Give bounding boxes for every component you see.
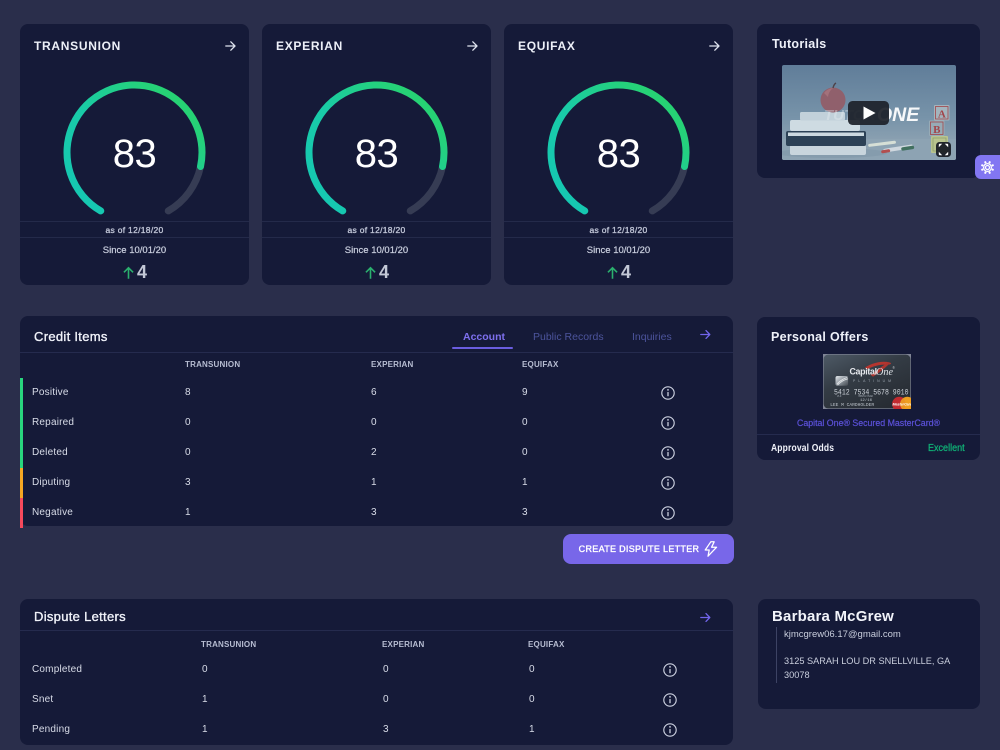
svg-text:MONTH/YEAR: MONTH/YEAR bbox=[859, 395, 874, 398]
svg-text:LEE M CARDHOLDER: LEE M CARDHOLDER bbox=[830, 402, 874, 408]
svg-text:One: One bbox=[876, 367, 893, 378]
svg-text:12/16: 12/16 bbox=[860, 398, 873, 403]
svg-text:PLATINUM: PLATINUM bbox=[853, 379, 894, 383]
svg-text:MasterCard: MasterCard bbox=[893, 403, 912, 407]
svg-text:Capital: Capital bbox=[850, 367, 877, 377]
svg-text:5412 7534 5678 9010: 5412 7534 5678 9010 bbox=[834, 387, 909, 397]
svg-text:VLD: VLD bbox=[837, 395, 842, 398]
svg-text:B: B bbox=[933, 124, 941, 136]
svg-text:®: ® bbox=[893, 366, 896, 370]
svg-text:A: A bbox=[938, 109, 946, 121]
